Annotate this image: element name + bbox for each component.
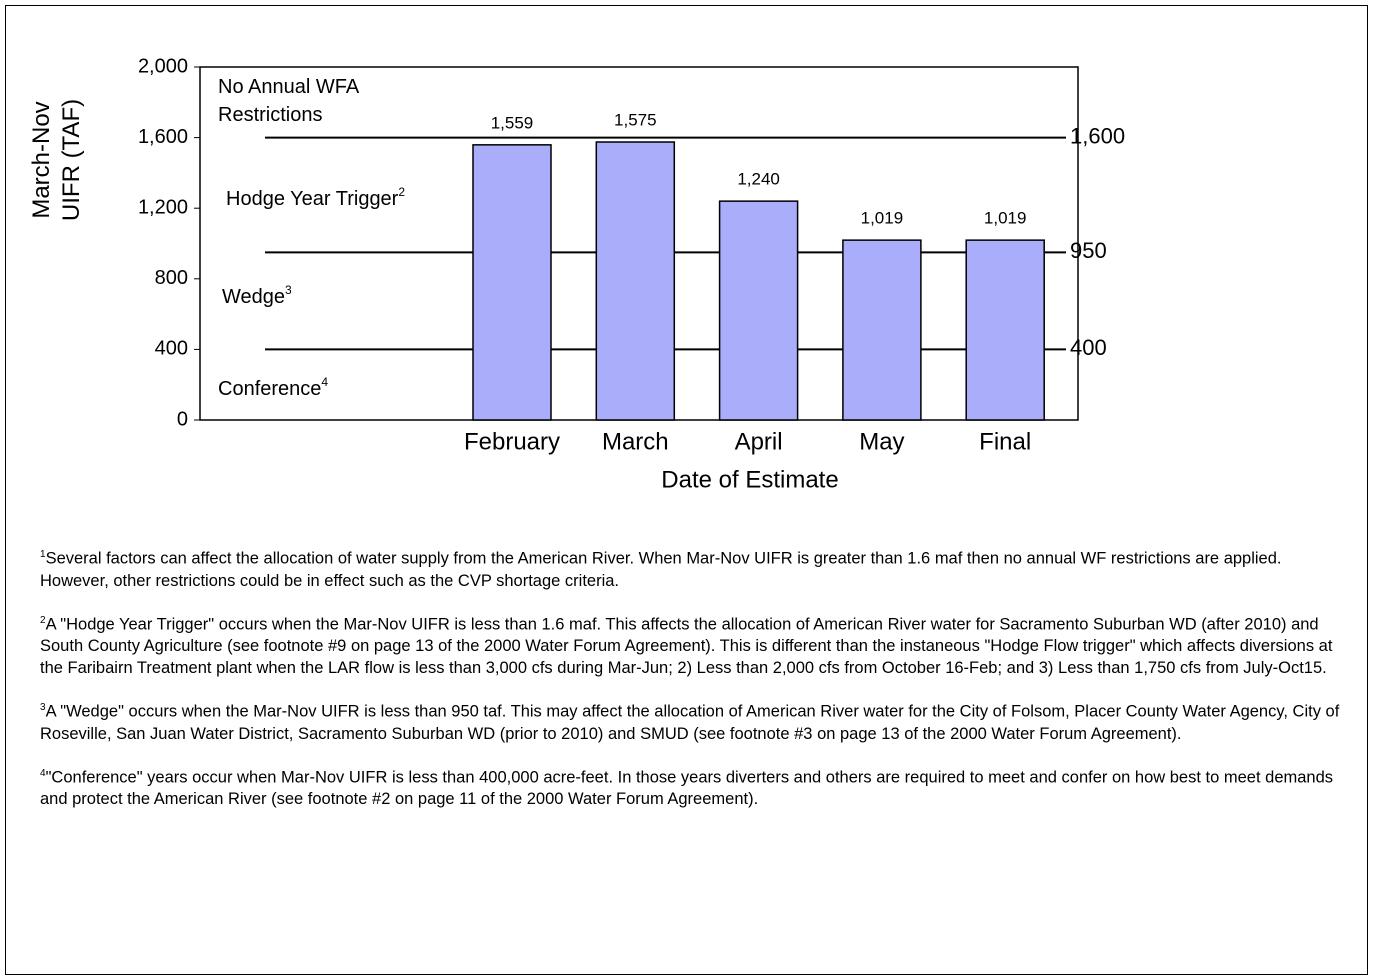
footnote-text: A "Wedge" occurs when the Mar-Nov UIFR i… <box>40 702 1340 743</box>
value-label-bg <box>478 112 546 135</box>
threshold-label: 950 <box>1070 238 1107 263</box>
zone-label-text: Conference <box>218 378 321 400</box>
zone-label-note: 3 <box>285 283 292 297</box>
zone-label-text: Wedge <box>222 286 285 308</box>
footnote-mark: 4 <box>40 767 46 779</box>
footnote-text: "Conference" years occur when Mar-Nov UI… <box>40 768 1334 808</box>
footnote-mark: 3 <box>40 702 46 713</box>
y-axis-label: March-Nov UIFR (TAF) <box>28 99 85 221</box>
zone-label: Wedge3 <box>222 283 292 308</box>
zone-label: Conference4 <box>218 375 328 400</box>
bar <box>842 239 922 421</box>
value-label: 1,019 <box>861 209 904 228</box>
value-label: 1,575 <box>614 110 657 129</box>
zone-label-note: 2 <box>398 185 405 199</box>
bar <box>965 239 1045 421</box>
value-label-bg <box>601 110 670 133</box>
y-axis-label-line: UIFR (TAF) <box>58 99 85 221</box>
x-axis-label: Date of Estimate <box>661 466 838 493</box>
footnote-text: Several factors can affect the allocatio… <box>40 549 1282 590</box>
footnote: 1Several factors can affect the allocati… <box>40 544 1340 592</box>
zone-label-text: Restrictions <box>218 104 322 126</box>
x-tick-label: March <box>602 428 669 455</box>
footnote: 4"Conference" years occur when Mar-Nov U… <box>40 763 1340 811</box>
x-tick-label: May <box>859 428 904 455</box>
zone-label-text: Hodge Year Trigger <box>226 188 399 210</box>
y-tick-label: 0 <box>177 408 188 430</box>
x-tick-label: February <box>464 428 560 455</box>
footnotes: 1Several factors can affect the allocati… <box>40 544 1340 828</box>
footnote-text: A "Hodge Year Trigger" occurs when the M… <box>40 615 1333 677</box>
zone-label: Restrictions <box>218 104 322 126</box>
x-tick-label: Final <box>979 428 1031 455</box>
bar <box>595 141 676 421</box>
zone-label-note: 4 <box>321 375 328 389</box>
footnote-mark: 1 <box>40 549 46 560</box>
threshold-label: 1,600 <box>1070 123 1125 148</box>
value-label-bg <box>971 208 1040 231</box>
bar <box>472 144 552 421</box>
value-label: 1,240 <box>737 170 780 189</box>
footnote: 2A "Hodge Year Trigger" occurs when the … <box>40 610 1340 680</box>
zone-label: Hodge Year Trigger2 <box>226 185 405 210</box>
y-axis-label-line: March-Nov <box>28 101 55 218</box>
y-tick-label: 1,600 <box>138 126 188 148</box>
y-tick-label: 2,000 <box>138 55 188 77</box>
value-label: 1,019 <box>984 209 1027 228</box>
bar <box>718 200 799 421</box>
y-tick-label: 1,200 <box>138 196 188 218</box>
footnote: 3A "Wedge" occurs when the Mar-Nov UIFR … <box>40 697 1340 745</box>
x-tick-label: April <box>735 428 783 455</box>
zone-label: No Annual WFA <box>218 76 360 98</box>
chart: 0 400 800 1,200 1,600 2,000 1,600 950 400 March-N… <box>28 55 1125 493</box>
zone-label-text: No Annual WFA <box>218 76 360 98</box>
footnote-mark: 2 <box>40 614 46 626</box>
y-tick-label: 400 <box>155 338 188 360</box>
value-label-bg <box>847 208 916 231</box>
y-tick-label: 800 <box>155 267 188 289</box>
threshold-label: 400 <box>1070 335 1107 360</box>
value-label: 1,559 <box>491 113 534 132</box>
value-label-bg <box>724 169 793 192</box>
